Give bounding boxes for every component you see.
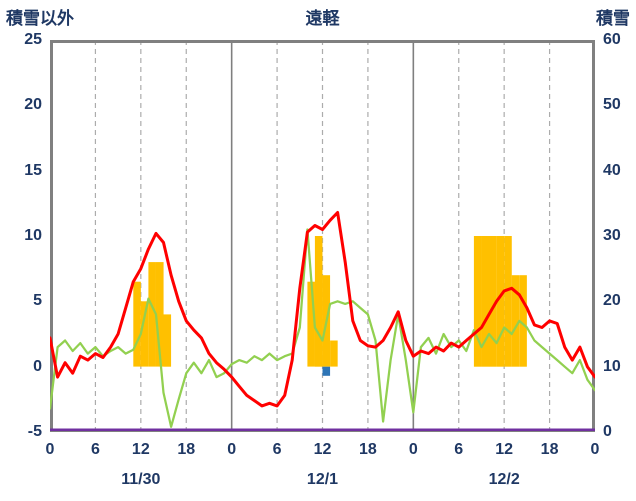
orange-bars [133,281,141,367]
left-axis-tick-label: 25 [24,31,42,48]
orange-bars [481,236,490,367]
red-line [50,211,595,408]
left-axis-title: 積雪以外 [6,9,74,28]
x-axis-tick-label: 0 [590,441,600,458]
right-axis-tick-label: 60 [603,31,621,48]
x-axis-tick-label: 0 [45,441,55,458]
date-label: 12/1 [306,471,339,488]
date-label: 11/30 [121,471,161,488]
orange-bars [307,281,315,367]
left-axis-tick-label: 10 [24,227,42,244]
orange-bars [148,262,156,367]
x-axis-tick-label: 18 [177,441,196,458]
x-axis-tick-label: 12 [313,441,332,458]
x-axis-tick-label: 0 [227,441,237,458]
orange-bars [489,236,497,367]
plot-area-svg [50,40,595,432]
orange-bars [511,275,520,367]
right-axis-title: 積雪 [596,9,630,28]
orange-bars [504,236,512,367]
orange-bars [519,275,527,367]
x-axis-tick-label: 12 [495,441,514,458]
left-axis-tick-label: 15 [24,161,42,179]
x-axis-tick-label: 18 [359,441,377,458]
x-axis-tick-label: 0 [408,441,418,458]
right-axis-tick-label: 40 [603,161,621,179]
right-axis-tick-label: 10 [603,357,621,375]
orange-bars [156,262,164,367]
chart-title: 遠軽 [305,9,340,28]
x-axis-tick-label: 12 [131,441,150,458]
blue-bar [322,366,331,376]
orange-bars [330,340,338,367]
orange-bars [496,236,505,367]
orange-bars [163,314,172,367]
right-axis-tick-label: 20 [603,292,621,310]
right-axis-tick-label: 50 [603,96,621,114]
x-axis-tick-label: 6 [272,441,282,458]
left-axis-tick-label: 20 [24,96,42,114]
x-axis-tick-label: 6 [90,441,100,458]
green-line [50,228,595,428]
left-axis-tick-label: -5 [27,423,42,440]
orange-bars [314,236,323,367]
right-axis-tick-label: 0 [603,423,612,440]
orange-bars [473,236,482,367]
left-axis-tick-label: 5 [33,292,42,310]
date-label: 12/2 [488,471,520,488]
left-axis-tick-label: 0 [33,357,42,375]
x-axis-tick-label: 18 [540,441,559,458]
orange-bars [140,301,149,367]
x-axis-tick-label: 6 [454,441,464,458]
right-axis-tick-label: 30 [603,227,621,244]
